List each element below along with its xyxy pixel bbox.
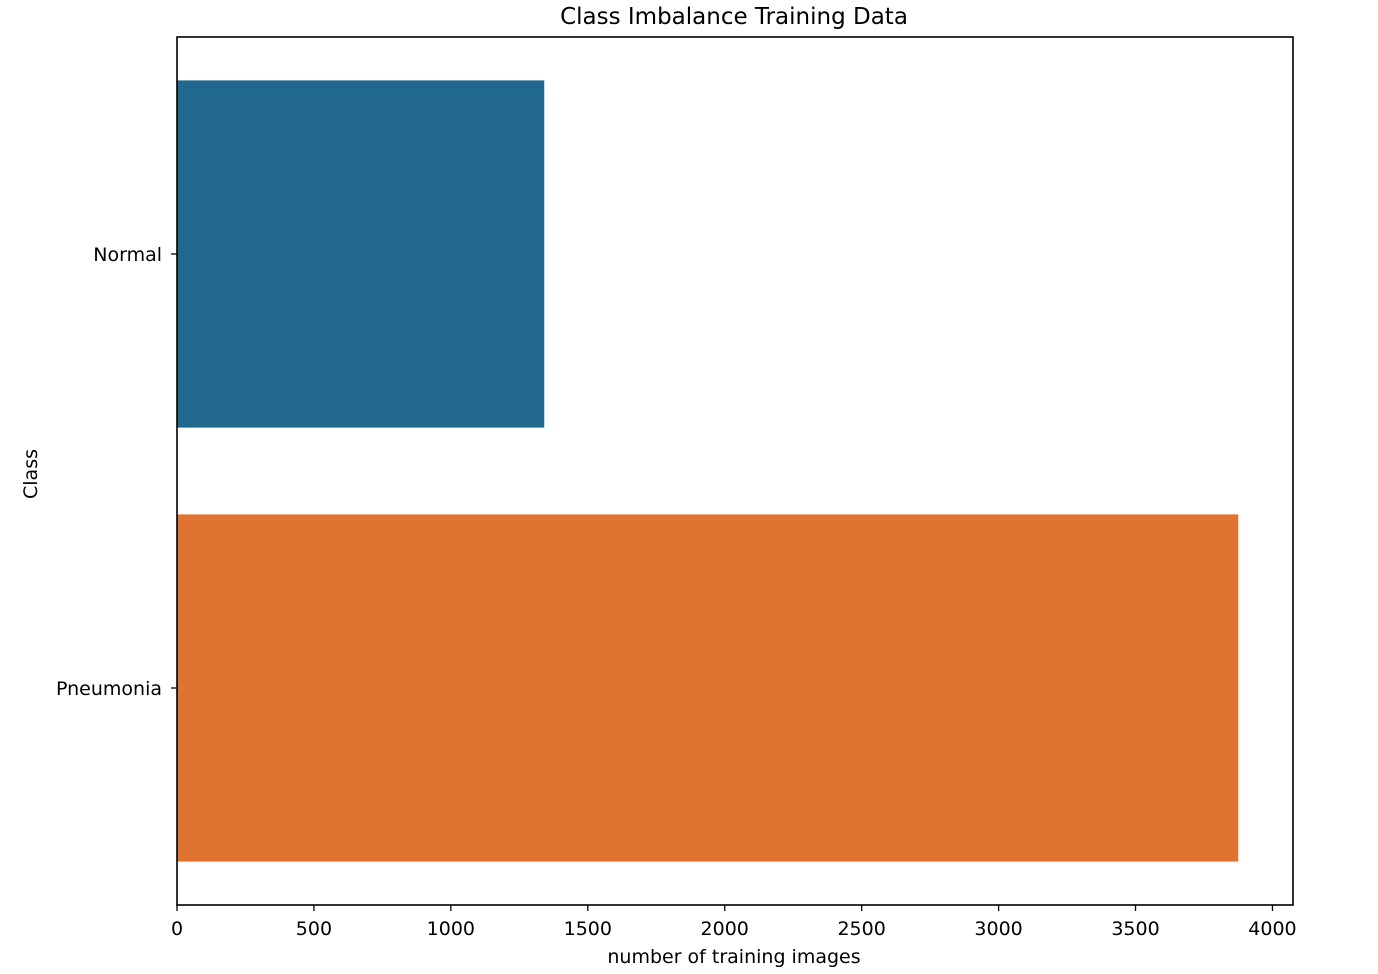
plot-frame [176, 36, 1294, 906]
x-tick-label: 2000 [701, 918, 749, 940]
x-axis-ticks: 0 500 1000 1500 2000 2500 3000 3500 4000 [171, 905, 1297, 940]
x-tick-label: 1500 [564, 918, 612, 940]
bars-layer [177, 80, 1239, 862]
x-tick-label: 3500 [1111, 918, 1159, 940]
bar-pneumonia [177, 514, 1239, 862]
bar-normal [177, 80, 545, 428]
y-tick-label: Normal [93, 244, 162, 266]
y-axis-label: Class [20, 449, 42, 499]
x-tick-label: 1000 [427, 918, 475, 940]
x-tick-label: 4000 [1248, 918, 1296, 940]
x-tick-label: 3000 [974, 918, 1022, 940]
x-tick-label: 500 [296, 918, 332, 940]
chart-title: Class Imbalance Training Data [560, 4, 908, 30]
x-tick-label: 0 [171, 918, 183, 940]
x-axis-label: number of training images [607, 946, 860, 968]
y-tick-label: Pneumonia [56, 678, 162, 700]
y-axis-ticks: Normal Pneumonia [56, 244, 177, 700]
x-tick-label: 2500 [837, 918, 885, 940]
